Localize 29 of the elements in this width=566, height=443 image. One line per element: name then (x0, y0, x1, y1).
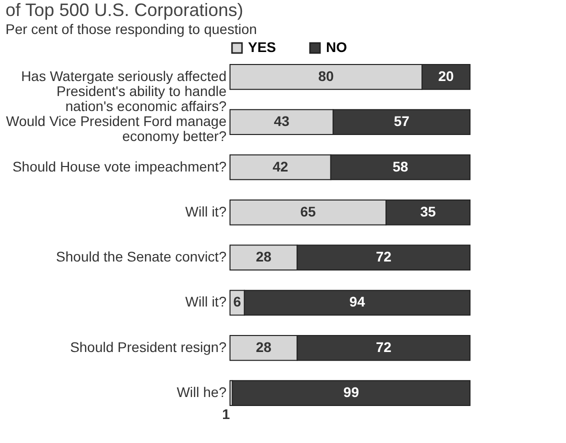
data-label: 57 (394, 113, 410, 130)
data-label: 94 (349, 294, 366, 310)
bar (232, 380, 470, 406)
legend-label: NO (326, 39, 348, 55)
data-label: 72 (376, 338, 392, 355)
chart-title: of Top 500 U.S. Corporations) (6, 0, 244, 20)
y-tick-label: Should the Senate convict? (56, 248, 227, 265)
data-label: 80 (318, 68, 334, 84)
legend-label: YES (248, 39, 276, 55)
data-label: 6 (233, 294, 242, 310)
y-tick-label: Will it? (185, 294, 227, 310)
data-label: 65 (300, 203, 316, 220)
data-label: 28 (256, 248, 272, 265)
data-label: 28 (256, 338, 272, 355)
y-tick-label: Has Watergate seriously affected President's ability to handle nation's economic affairs? (21, 68, 227, 114)
data-label: 58 (392, 158, 408, 174)
data-label: 1 (222, 406, 230, 422)
y-tick-label: Should House vote impeachment? (12, 158, 227, 174)
y-tick-label: Will he? (176, 384, 227, 400)
y-tick-label: Will it? (185, 203, 227, 220)
data-label: 35 (420, 203, 436, 220)
data-label: 20 (438, 68, 454, 84)
data-label: 99 (343, 384, 360, 400)
data-label: 43 (274, 113, 290, 130)
y-tick-label: Should President resign? (70, 338, 227, 355)
data-label: 72 (376, 248, 392, 265)
data-label: 42 (272, 158, 288, 174)
y-tick-label: Would Vice President Ford manage economy better? (6, 113, 227, 144)
chart-subtitle: Per cent of those responding to question (6, 21, 257, 37)
